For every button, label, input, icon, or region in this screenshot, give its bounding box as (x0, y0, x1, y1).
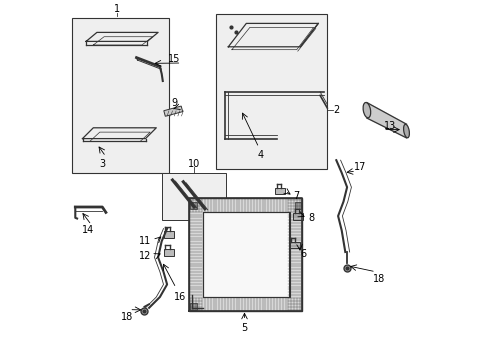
Bar (163, 231, 174, 238)
Bar (289, 242, 299, 248)
Text: 18: 18 (121, 312, 133, 322)
Bar (275, 188, 285, 194)
Text: 1: 1 (113, 4, 120, 14)
Ellipse shape (363, 103, 370, 118)
Bar (188, 198, 302, 311)
Text: 17: 17 (353, 162, 365, 172)
Text: 13: 13 (384, 121, 396, 131)
Bar (294, 202, 301, 209)
Text: 10: 10 (187, 159, 200, 169)
Text: 11: 11 (139, 236, 151, 246)
Text: 15: 15 (168, 54, 180, 64)
Bar (163, 106, 183, 116)
Bar (163, 249, 174, 256)
Bar (215, 14, 326, 169)
Text: 7: 7 (293, 191, 299, 201)
Bar (72, 18, 168, 173)
Bar (162, 173, 226, 220)
Ellipse shape (403, 124, 408, 138)
Bar (190, 303, 197, 310)
Text: 5: 5 (241, 323, 247, 333)
Text: 3: 3 (99, 159, 105, 169)
Text: 4: 4 (257, 150, 263, 160)
Text: 16: 16 (173, 292, 185, 302)
Bar (190, 202, 197, 209)
Text: 2: 2 (332, 105, 339, 115)
Text: 14: 14 (81, 225, 94, 235)
Text: 12: 12 (139, 251, 151, 261)
Bar (292, 213, 303, 220)
Text: 6: 6 (300, 249, 306, 259)
Text: 9: 9 (171, 98, 177, 108)
Polygon shape (366, 103, 406, 138)
Bar (203, 212, 289, 297)
Text: 18: 18 (373, 274, 385, 284)
Text: 8: 8 (307, 213, 313, 223)
